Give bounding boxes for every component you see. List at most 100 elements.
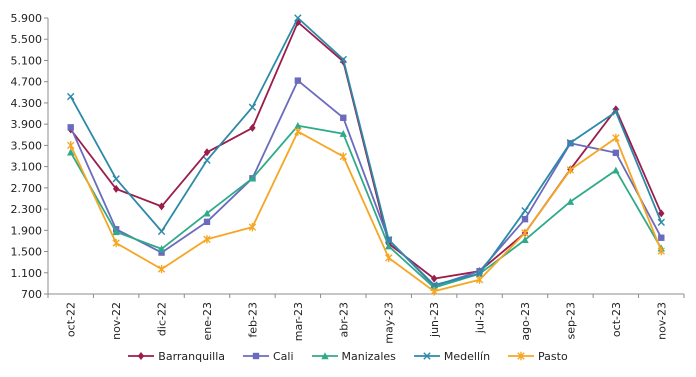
data-point-cali bbox=[203, 218, 211, 226]
data-point-pasto bbox=[248, 222, 257, 232]
legend-item-medellin: Medellín bbox=[413, 349, 491, 363]
legend-item-cali: Cali bbox=[243, 350, 294, 363]
data-point-manizales bbox=[67, 148, 75, 156]
data-point-pasto bbox=[521, 228, 529, 238]
data-point-pasto bbox=[157, 264, 166, 274]
legend-label: Medellín bbox=[443, 349, 491, 363]
x-tick-label: jul-23 bbox=[474, 302, 487, 334]
y-tick-label: 5.100 bbox=[11, 54, 43, 67]
data-point-manizales bbox=[566, 197, 575, 205]
legend-item-manizales: Manizales bbox=[311, 349, 396, 363]
y-tick-label: 1.500 bbox=[11, 246, 43, 259]
data-point-medellin bbox=[248, 103, 257, 111]
y-tick-label: 3.100 bbox=[11, 161, 43, 174]
data-point-medellin bbox=[203, 156, 211, 164]
data-point-medellin bbox=[112, 175, 120, 183]
data-point-medellin bbox=[385, 236, 393, 244]
data-point-cali bbox=[521, 215, 529, 223]
data-point-medellin bbox=[430, 281, 438, 289]
series-line-pasto bbox=[69, 130, 663, 293]
legend-item-pasto: Pasto bbox=[508, 350, 568, 363]
data-point-medellin bbox=[67, 92, 75, 101]
legend-label: Pasto bbox=[538, 349, 568, 363]
x-tick-label: mar-23 bbox=[292, 302, 305, 341]
legend-swatch-barranquilla bbox=[128, 352, 155, 360]
data-point-pasto bbox=[112, 238, 120, 248]
data-point-medellin bbox=[657, 218, 665, 227]
data-point-pasto bbox=[294, 127, 302, 136]
x-tick-label: feb-23 bbox=[246, 302, 259, 338]
data-point-cali bbox=[340, 114, 347, 121]
x-tick-label: jun-23 bbox=[428, 302, 441, 338]
data-point-pasto bbox=[612, 133, 620, 143]
data-point-pasto bbox=[566, 165, 575, 174]
y-tick-label: 3.500 bbox=[11, 139, 43, 152]
x-tick-label: dic-22 bbox=[156, 302, 169, 336]
data-point-pasto bbox=[203, 235, 211, 244]
legend-swatch-medellin bbox=[413, 352, 440, 360]
data-point-barranquilla bbox=[203, 148, 211, 157]
legend-item-barranquilla: Barranquilla bbox=[128, 350, 225, 363]
y-tick-label: 1.900 bbox=[11, 224, 43, 237]
y-tick-label: 5.500 bbox=[11, 33, 43, 46]
x-tick-label: may-23 bbox=[383, 302, 396, 344]
data-point-cali bbox=[294, 77, 302, 84]
data-point-medellin bbox=[521, 206, 529, 215]
x-tick-label: oct-23 bbox=[610, 302, 623, 337]
y-tick-label: 3.900 bbox=[11, 118, 43, 131]
y-tick-label: 1.100 bbox=[11, 267, 43, 280]
legend-label: Cali bbox=[273, 349, 294, 363]
data-point-barranquilla bbox=[658, 209, 665, 218]
data-point-medellin bbox=[339, 55, 347, 64]
data-point-pasto bbox=[475, 275, 484, 284]
data-point-cali bbox=[658, 234, 665, 241]
data-point-cali bbox=[67, 124, 74, 131]
x-tick-label: ene-23 bbox=[201, 302, 214, 340]
data-point-pasto bbox=[430, 287, 438, 296]
data-point-medellin bbox=[612, 108, 620, 116]
y-tick-label: 4.700 bbox=[11, 76, 43, 89]
data-point-manizales bbox=[521, 236, 529, 244]
data-point-manizales bbox=[157, 245, 166, 253]
data-point-pasto bbox=[339, 152, 347, 161]
legend-label: Manizales bbox=[341, 349, 396, 363]
legend-swatch-cali bbox=[243, 352, 269, 360]
x-tick-label: oct-22 bbox=[65, 302, 78, 337]
series-line-medellin bbox=[69, 17, 663, 286]
legend-label: Barranquilla bbox=[158, 349, 225, 363]
data-point-medellin bbox=[294, 14, 302, 22]
data-point-medellin bbox=[157, 227, 166, 236]
series-line-cali bbox=[69, 79, 663, 287]
y-tick-label: 5.900 bbox=[11, 12, 43, 25]
x-tick-label: nov-22 bbox=[110, 302, 123, 340]
data-point-manizales bbox=[203, 209, 211, 217]
data-point-manizales bbox=[612, 166, 620, 174]
x-tick-label: abr-23 bbox=[337, 302, 350, 338]
data-point-manizales bbox=[339, 130, 347, 137]
data-point-manizales bbox=[385, 242, 393, 250]
data-point-cali bbox=[612, 149, 620, 157]
data-point-pasto bbox=[67, 141, 75, 150]
y-tick-label: 2.300 bbox=[11, 203, 43, 216]
x-tick-label: nov-23 bbox=[655, 302, 668, 340]
data-point-barranquilla bbox=[249, 123, 256, 132]
y-tick-label: 2.700 bbox=[11, 182, 43, 195]
y-tick-label: 4.300 bbox=[11, 97, 43, 110]
data-point-barranquilla bbox=[430, 274, 438, 283]
data-point-manizales bbox=[112, 228, 120, 236]
data-point-medellin bbox=[566, 139, 575, 147]
data-point-cali bbox=[158, 249, 165, 256]
data-point-manizales bbox=[248, 174, 257, 182]
legend-swatch-pasto bbox=[508, 351, 535, 361]
series-line-manizales bbox=[69, 124, 663, 289]
data-point-manizales bbox=[294, 122, 302, 129]
legend-swatch-manizales bbox=[311, 352, 338, 360]
data-point-barranquilla bbox=[158, 202, 165, 211]
data-point-medellin bbox=[475, 270, 484, 278]
data-point-barranquilla bbox=[112, 184, 120, 193]
x-tick-label: ago-23 bbox=[519, 302, 532, 341]
data-point-pasto bbox=[657, 246, 665, 256]
x-tick-label: sep-23 bbox=[564, 302, 577, 339]
